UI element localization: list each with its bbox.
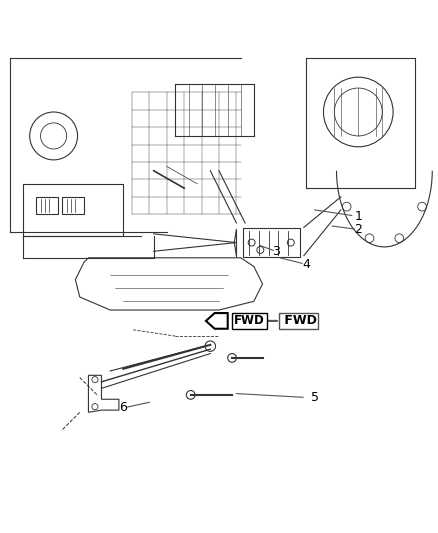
Text: 2: 2 <box>354 223 362 236</box>
Text: 1: 1 <box>354 210 362 223</box>
Text: FWD: FWD <box>280 314 317 327</box>
Text: 3: 3 <box>272 245 279 258</box>
Text: 4: 4 <box>302 258 310 271</box>
Text: 6: 6 <box>119 401 127 415</box>
Text: 5: 5 <box>311 391 319 405</box>
Text: FWD: FWD <box>234 314 265 327</box>
